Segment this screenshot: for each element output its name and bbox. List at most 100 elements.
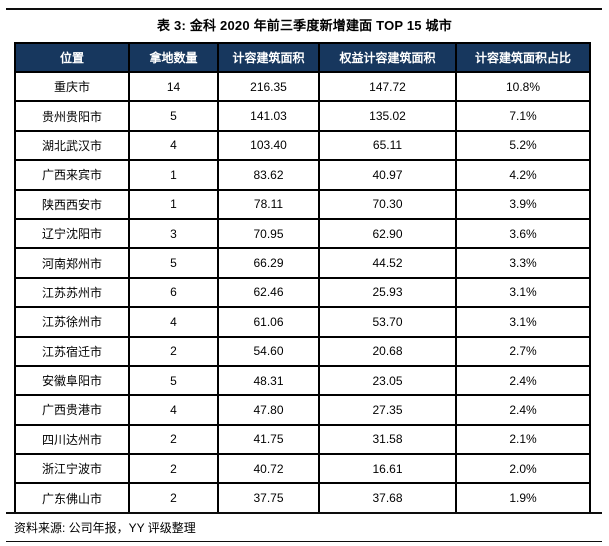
col-header-equity-gfa: 权益计容建筑面积 (318, 42, 457, 73)
table-cell: 江苏苏州市 (14, 276, 130, 309)
table-cell: 103.40 (217, 129, 320, 162)
table-cell: 62.46 (217, 276, 320, 309)
table-row: 广西贵港市 4 47.80 27.35 2.4% (14, 394, 591, 426)
table-row: 辽宁沈阳市 3 70.95 62.90 3.6% (14, 217, 591, 250)
table-cell: 3.1% (455, 276, 591, 309)
table-cell: 40.72 (217, 453, 320, 485)
table-cell: 1.9% (455, 482, 591, 514)
table-row: 江苏宿迁市 2 54.60 20.68 2.7% (14, 335, 591, 367)
table-cell: 2 (128, 482, 219, 514)
table-cell: 53.70 (318, 306, 457, 338)
table-cell: 3 (128, 217, 219, 250)
table-cell: 2.0% (455, 453, 591, 485)
table-row: 湖北武汉市 4 103.40 65.11 5.2% (14, 129, 591, 162)
table-cell: 25.93 (318, 276, 457, 309)
table-cell: 6 (128, 276, 219, 309)
table-cell: 3.3% (455, 247, 591, 279)
table-row: 贵州贵阳市 5 141.03 135.02 7.1% (14, 100, 591, 132)
table-cell: 141.03 (217, 100, 320, 132)
table-cell: 江苏徐州市 (14, 306, 130, 338)
data-table: 位置 拿地数量 计容建筑面积 权益计容建筑面积 计容建筑面积占比 重庆市 14 21… (14, 42, 591, 514)
table-cell: 5.2% (455, 129, 591, 162)
table-cell: 贵州贵阳市 (14, 100, 130, 132)
table-row: 重庆市 14 216.35 147.72 10.8% (14, 70, 591, 103)
table-row: 广西来宾市 1 83.62 40.97 4.2% (14, 159, 591, 191)
table-cell: 70.30 (318, 188, 457, 220)
table-cell: 广东佛山市 (14, 482, 130, 514)
table-cell: 61.06 (217, 306, 320, 338)
table-cell: 重庆市 (14, 70, 130, 103)
table-row: 浙江宁波市 2 40.72 16.61 2.0% (14, 453, 591, 485)
table-cell: 23.05 (318, 364, 457, 397)
col-header-land-count: 拿地数量 (128, 42, 219, 73)
table-cell: 1 (128, 159, 219, 191)
table-row: 江苏徐州市 4 61.06 53.70 3.1% (14, 306, 591, 338)
table-cell: 2.4% (455, 364, 591, 397)
footer-rule (6, 512, 602, 514)
table-cell: 5 (128, 247, 219, 279)
table-cell: 10.8% (455, 70, 591, 103)
table-cell: 5 (128, 100, 219, 132)
table-cell: 41.75 (217, 423, 320, 456)
table-cell: 48.31 (217, 364, 320, 397)
table-cell: 1 (128, 188, 219, 220)
table-header-row: 位置 拿地数量 计容建筑面积 权益计容建筑面积 计容建筑面积占比 (14, 42, 591, 73)
top-rule (6, 8, 602, 10)
table-cell: 四川达州市 (14, 423, 130, 456)
table-cell: 7.1% (455, 100, 591, 132)
table-cell: 20.68 (318, 335, 457, 367)
table-cell: 135.02 (318, 100, 457, 132)
table-cell: 5 (128, 364, 219, 397)
table-row: 安徽阜阳市 5 48.31 23.05 2.4% (14, 364, 591, 397)
table-cell: 2.1% (455, 423, 591, 456)
table-cell: 31.58 (318, 423, 457, 456)
table-cell: 江苏宿迁市 (14, 335, 130, 367)
table-cell: 陕西西安市 (14, 188, 130, 220)
table-cell: 66.29 (217, 247, 320, 279)
table-cell: 湖北武汉市 (14, 129, 130, 162)
table-cell: 2 (128, 423, 219, 456)
table-cell: 27.35 (318, 394, 457, 426)
col-header-gfa: 计容建筑面积 (217, 42, 320, 73)
table-cell: 河南郑州市 (14, 247, 130, 279)
table-cell: 62.90 (318, 217, 457, 250)
table-cell: 47.80 (217, 394, 320, 426)
table-cell: 40.97 (318, 159, 457, 191)
table-cell: 4 (128, 129, 219, 162)
table-row: 陕西西安市 1 78.11 70.30 3.9% (14, 188, 591, 220)
table-row: 广东佛山市 2 37.75 37.68 1.9% (14, 482, 591, 514)
table-cell: 14 (128, 70, 219, 103)
table-cell: 216.35 (217, 70, 320, 103)
table-cell: 4.2% (455, 159, 591, 191)
table-row: 江苏苏州市 6 62.46 25.93 3.1% (14, 276, 591, 309)
bottom-rule (6, 541, 602, 542)
table-cell: 2 (128, 335, 219, 367)
table-cell: 70.95 (217, 217, 320, 250)
table-cell: 广西贵港市 (14, 394, 130, 426)
col-header-location: 位置 (14, 42, 130, 73)
table-cell: 37.68 (318, 482, 457, 514)
table-cell: 16.61 (318, 453, 457, 485)
table-cell: 37.75 (217, 482, 320, 514)
table-cell: 3.9% (455, 188, 591, 220)
table-cell: 浙江宁波市 (14, 453, 130, 485)
table-cell: 安徽阜阳市 (14, 364, 130, 397)
table-cell: 54.60 (217, 335, 320, 367)
table-cell: 2.4% (455, 394, 591, 426)
table-cell: 78.11 (217, 188, 320, 220)
table-cell: 2.7% (455, 335, 591, 367)
table-body: 重庆市 14 216.35 147.72 10.8% 贵州贵阳市 5 141.03 135.02… (14, 70, 591, 514)
table-title: 表 3: 金科 2020 年前三季度新增建面 TOP 15 城市 (157, 18, 452, 33)
table-cell: 65.11 (318, 129, 457, 162)
table-cell: 147.72 (318, 70, 457, 103)
table-cell: 广西来宾市 (14, 159, 130, 191)
table-cell: 44.52 (318, 247, 457, 279)
source-note: 资料来源: 公司年报，YY 评级整理 (14, 521, 196, 535)
table-cell: 4 (128, 306, 219, 338)
table-cell: 83.62 (217, 159, 320, 191)
table-cell: 4 (128, 394, 219, 426)
table-cell: 3.6% (455, 217, 591, 250)
col-header-gfa-share: 计容建筑面积占比 (455, 42, 591, 73)
table-cell: 2 (128, 453, 219, 485)
